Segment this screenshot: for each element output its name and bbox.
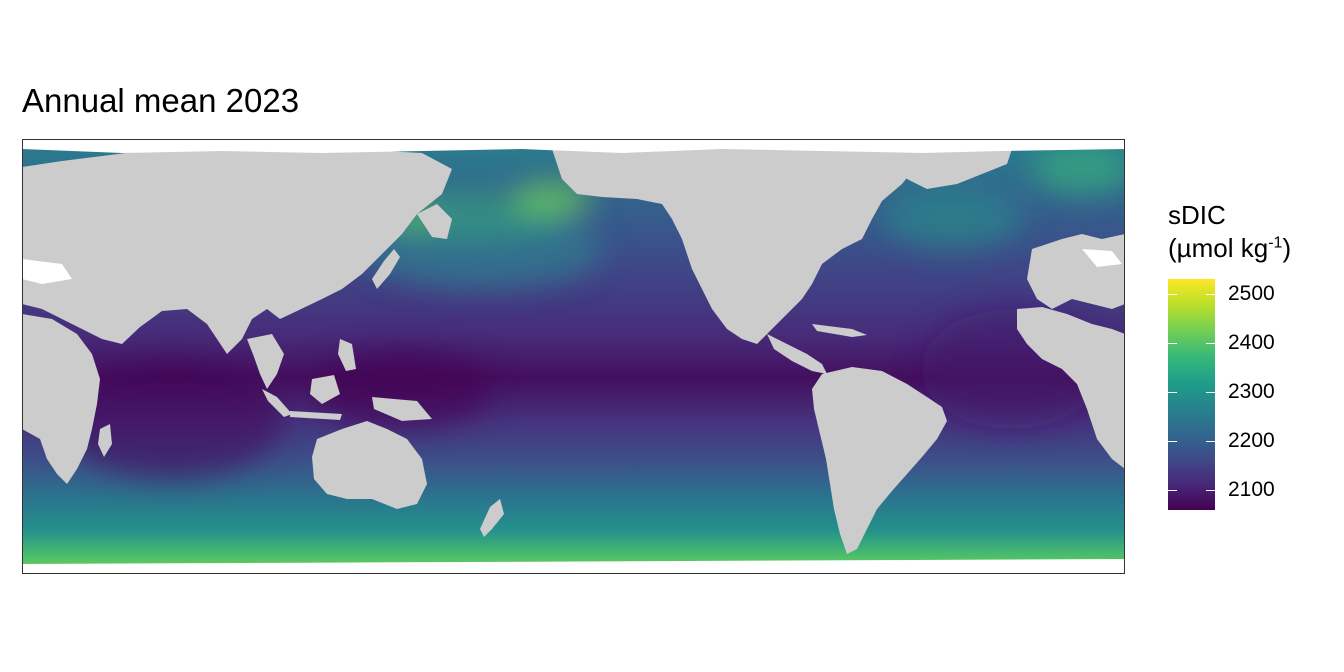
colorbar-tick-right bbox=[1206, 343, 1215, 344]
colorbar-tick-label: 2200 bbox=[1228, 429, 1275, 452]
legend-title: sDIC (µmol kg-1) bbox=[1168, 199, 1291, 265]
north-america bbox=[552, 145, 922, 344]
asia-landmass bbox=[22, 147, 452, 354]
colorbar-tick-label: 2400 bbox=[1228, 331, 1275, 354]
greenland bbox=[892, 144, 1012, 189]
new-zealand bbox=[480, 499, 504, 537]
new-guinea bbox=[372, 397, 432, 421]
kamchatka bbox=[417, 204, 452, 239]
world-map bbox=[22, 139, 1125, 574]
colorbar-tick-left bbox=[1168, 441, 1177, 442]
colorbar-tick-left bbox=[1168, 392, 1177, 393]
colorbar-tick-label: 2500 bbox=[1228, 282, 1275, 305]
colorbar-tick-label: 2300 bbox=[1228, 380, 1275, 403]
colorbar-tick-right bbox=[1206, 490, 1215, 491]
caribbean-islands bbox=[812, 324, 867, 337]
philippines bbox=[338, 339, 356, 371]
southeast-asia bbox=[247, 334, 284, 389]
madagascar bbox=[98, 424, 112, 457]
map-panel bbox=[22, 139, 1125, 574]
legend-variable: sDIC bbox=[1168, 200, 1226, 230]
africa-landmass bbox=[22, 314, 100, 484]
colorbar-tick-left bbox=[1168, 490, 1177, 491]
africa-west-coast bbox=[1017, 307, 1125, 469]
borneo bbox=[310, 375, 340, 404]
central-america bbox=[767, 334, 827, 374]
colorbar-tick-label: 2100 bbox=[1228, 478, 1275, 501]
colorbar-tick-right bbox=[1206, 392, 1215, 393]
plot-title: Annual mean 2023 bbox=[22, 82, 300, 119]
colorbar-tick-left bbox=[1168, 343, 1177, 344]
colorbar bbox=[1168, 279, 1215, 510]
australia bbox=[312, 421, 427, 509]
legend-unit: (µmol kg-1) bbox=[1168, 233, 1292, 263]
south-america bbox=[812, 367, 947, 554]
colorbar-tick-left bbox=[1168, 294, 1177, 295]
colorbar-tick-right bbox=[1206, 441, 1215, 442]
sea-ice bbox=[22, 139, 1125, 574]
java bbox=[290, 411, 342, 420]
map-frame bbox=[22, 139, 1125, 574]
japan bbox=[372, 249, 400, 289]
sumatra bbox=[262, 389, 292, 417]
colorbar-tick-right bbox=[1206, 294, 1215, 295]
